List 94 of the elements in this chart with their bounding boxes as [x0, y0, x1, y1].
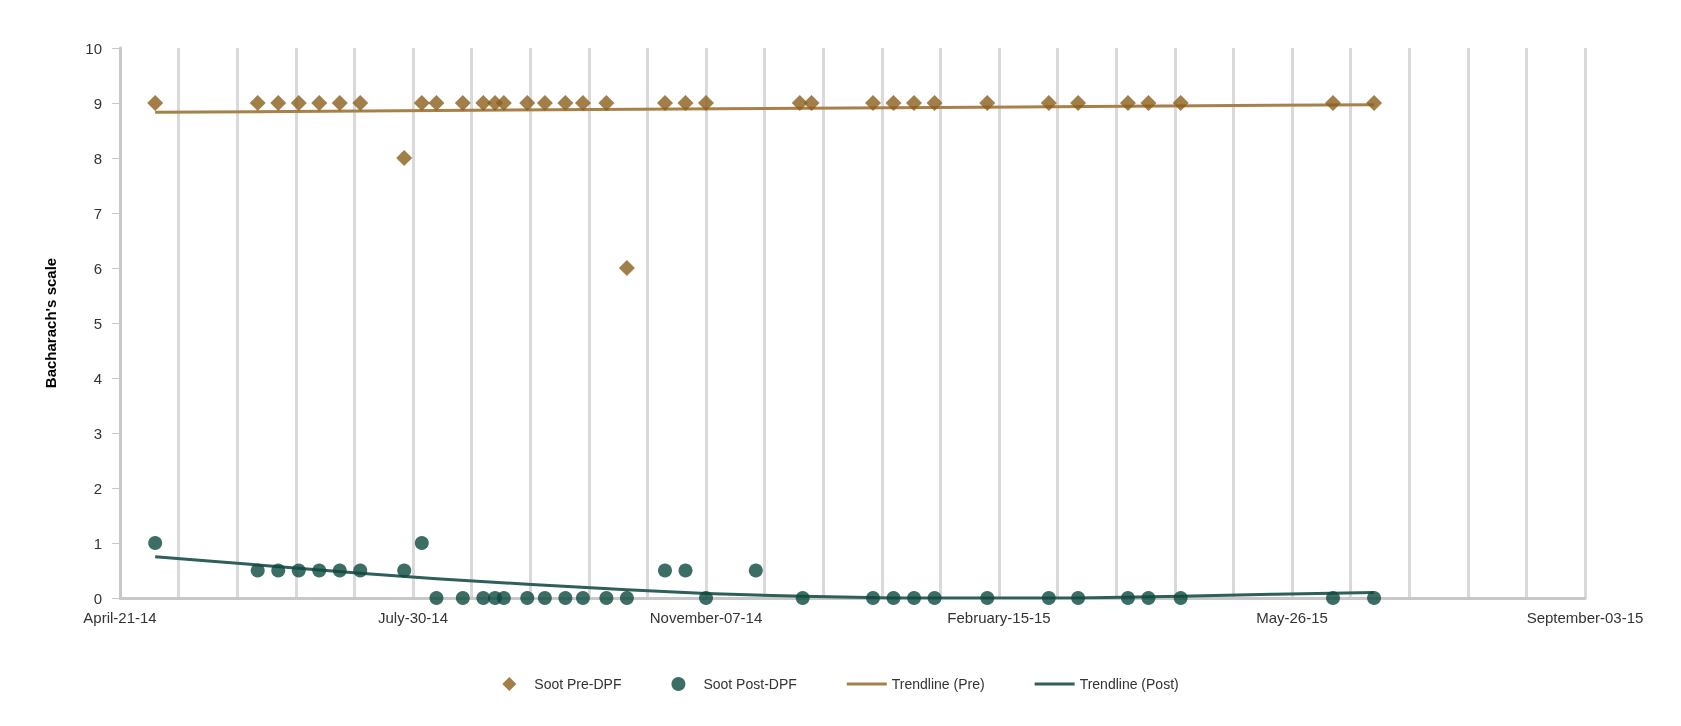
point — [865, 95, 882, 111]
x-tick-label: July-30-14 — [377, 609, 449, 626]
point — [598, 95, 615, 111]
point — [148, 536, 163, 550]
point — [1173, 591, 1188, 605]
point — [519, 95, 536, 111]
point — [270, 95, 287, 111]
point — [331, 95, 348, 111]
point — [250, 563, 265, 578]
point — [1325, 95, 1342, 111]
point — [619, 591, 634, 605]
point — [1172, 95, 1189, 111]
x-tick-label: April-21-14 — [83, 609, 157, 626]
legend-label: Trendline (Post) — [1079, 676, 1179, 692]
point — [147, 95, 164, 111]
point — [1040, 95, 1057, 111]
y-tick-label: 8 — [93, 149, 102, 167]
point — [496, 591, 511, 605]
point — [290, 95, 307, 111]
point — [1366, 95, 1383, 111]
y-tick-label: 2 — [93, 479, 102, 497]
point — [558, 591, 573, 605]
point — [906, 95, 923, 111]
x-tick-label: September-03-15 — [1526, 609, 1644, 626]
point — [353, 563, 368, 578]
point — [352, 95, 369, 111]
point — [413, 95, 430, 111]
point — [748, 563, 763, 578]
point — [795, 591, 810, 605]
point — [1070, 95, 1087, 111]
point — [536, 95, 553, 111]
point — [698, 95, 714, 111]
point — [476, 591, 491, 605]
point — [312, 563, 327, 578]
y-tick-label: 7 — [93, 204, 102, 222]
point — [396, 150, 413, 166]
point — [429, 591, 444, 605]
point — [677, 95, 694, 111]
point — [574, 95, 591, 111]
y-tick-label: 0 — [93, 589, 102, 607]
point — [656, 95, 673, 111]
y-tick-label: 6 — [93, 259, 102, 277]
point — [980, 591, 995, 605]
point — [866, 591, 881, 605]
point — [885, 95, 902, 111]
point — [618, 260, 635, 276]
y-tick-label: 3 — [93, 424, 102, 442]
point — [1367, 591, 1382, 605]
point — [599, 591, 614, 605]
point — [537, 591, 552, 605]
legend-label: Trendline (Pre) — [891, 676, 985, 692]
point — [1120, 591, 1135, 605]
point — [332, 563, 347, 578]
point — [979, 95, 996, 111]
point — [1071, 591, 1086, 605]
point — [907, 591, 922, 605]
y-tick-label: 4 — [93, 369, 102, 387]
point — [1326, 591, 1341, 605]
point — [1141, 591, 1156, 605]
point — [657, 563, 672, 578]
y-axis-title: Bacharach's scale — [42, 257, 59, 389]
y-tick-label: 10 — [85, 39, 102, 57]
y-tick-label: 1 — [93, 534, 102, 552]
point — [557, 95, 574, 111]
point — [428, 95, 445, 111]
point — [291, 563, 306, 578]
y-tick-label: 5 — [93, 314, 102, 332]
point — [455, 591, 470, 605]
point — [803, 95, 820, 111]
point — [397, 563, 412, 578]
point — [414, 536, 429, 550]
point — [699, 591, 713, 605]
point — [454, 95, 471, 111]
point — [927, 591, 942, 605]
point — [1041, 591, 1056, 605]
point — [926, 95, 943, 111]
point — [575, 591, 590, 605]
point — [791, 95, 808, 111]
y-tick-label: 9 — [93, 94, 102, 112]
point — [1119, 95, 1136, 111]
point — [678, 563, 693, 578]
point — [249, 95, 266, 111]
point — [520, 591, 535, 605]
point — [271, 563, 286, 578]
point — [886, 591, 901, 605]
x-tick-label: November-07-14 — [649, 609, 763, 626]
point — [475, 95, 492, 111]
point — [311, 95, 328, 111]
point — [1140, 95, 1157, 111]
x-tick-label: May-26-15 — [1256, 609, 1328, 626]
point — [495, 95, 512, 111]
x-tick-label: February-15-15 — [947, 609, 1051, 626]
legend-label: Soot Post-DPF — [703, 676, 797, 692]
legend-label: Soot Pre-DPF — [534, 676, 622, 692]
